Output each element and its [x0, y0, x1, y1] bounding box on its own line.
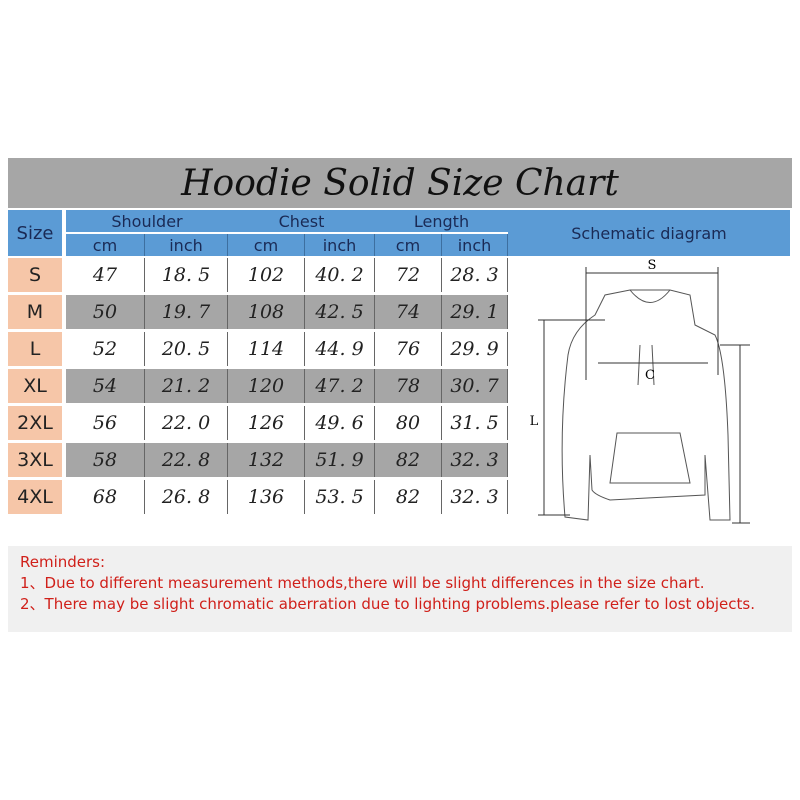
size-cell: M: [8, 295, 62, 329]
size-cell: L: [8, 332, 62, 366]
size-cell: 4XL: [8, 480, 62, 514]
table-cell: 136: [228, 480, 305, 514]
size-header: Size: [8, 210, 62, 256]
size-cell: 2XL: [8, 406, 62, 440]
schematic-header: Schematic diagram: [508, 210, 790, 256]
table-cell: 126: [228, 406, 305, 440]
table-cell: 30. 7: [442, 369, 508, 403]
table-cell: 32. 3: [442, 443, 508, 477]
chest-label: C: [645, 368, 655, 383]
table-cell: 21. 2: [145, 369, 228, 403]
table-cell: 51. 9: [305, 443, 375, 477]
table-cell: 47: [66, 258, 145, 292]
table-cell: 31. 5: [442, 406, 508, 440]
table-cell: 19. 7: [145, 295, 228, 329]
table-cell: 53. 5: [305, 480, 375, 514]
unit-header: inch: [305, 234, 375, 256]
table-cell: 80: [375, 406, 442, 440]
unit-header: inch: [442, 234, 508, 256]
table-cell: 72: [375, 258, 442, 292]
size-cell: S: [8, 258, 62, 292]
table-cell: 28. 3: [442, 258, 508, 292]
table-cell: 22. 0: [145, 406, 228, 440]
reminders-title: Reminders:: [20, 553, 106, 571]
table-cell: 26. 8: [145, 480, 228, 514]
table-cell: 40. 2: [305, 258, 375, 292]
table-cell: 42. 5: [305, 295, 375, 329]
size-cell: XL: [8, 369, 62, 403]
table-cell: 82: [375, 443, 442, 477]
reminders-box: Reminders: 1、Due to different measuremen…: [8, 546, 792, 632]
unit-header: cm: [228, 234, 305, 256]
table-cell: 78: [375, 369, 442, 403]
table-cell: 29. 1: [442, 295, 508, 329]
table-cell: 20. 5: [145, 332, 228, 366]
reminder-item: 1、Due to different measurement methods,t…: [20, 574, 705, 592]
length-header: Length: [375, 210, 508, 232]
table-cell: 50: [66, 295, 145, 329]
table-cell: 68: [66, 480, 145, 514]
hoodie-schematic: S C L: [530, 258, 750, 524]
table-cell: 76: [375, 332, 442, 366]
shoulder-label: S: [648, 258, 657, 273]
table-cell: 58: [66, 443, 145, 477]
chart-title: Hoodie Solid Size Chart: [181, 162, 619, 204]
title-band: Hoodie Solid Size Chart: [8, 158, 792, 208]
table-cell: 132: [228, 443, 305, 477]
table-cell: 54: [66, 369, 145, 403]
table-cell: 47. 2: [305, 369, 375, 403]
unit-header: cm: [66, 234, 145, 256]
table-cell: 52: [66, 332, 145, 366]
table-cell: 49. 6: [305, 406, 375, 440]
table-cell: 82: [375, 480, 442, 514]
table-cell: 74: [375, 295, 442, 329]
table-cell: 18. 5: [145, 258, 228, 292]
table-cell: 120: [228, 369, 305, 403]
table-cell: 44. 9: [305, 332, 375, 366]
length-label: L: [530, 414, 539, 429]
chest-header: Chest: [228, 210, 375, 232]
unit-header: cm: [375, 234, 442, 256]
size-cell: 3XL: [8, 443, 62, 477]
table-cell: 29. 9: [442, 332, 508, 366]
reminder-item: 2、There may be slight chromatic aberrati…: [20, 595, 755, 613]
table-cell: 108: [228, 295, 305, 329]
table-cell: 32. 3: [442, 480, 508, 514]
table-cell: 22. 8: [145, 443, 228, 477]
table-cell: 114: [228, 332, 305, 366]
shoulder-header: Shoulder: [66, 210, 228, 232]
unit-header: inch: [145, 234, 228, 256]
table-cell: 102: [228, 258, 305, 292]
table-cell: 56: [66, 406, 145, 440]
